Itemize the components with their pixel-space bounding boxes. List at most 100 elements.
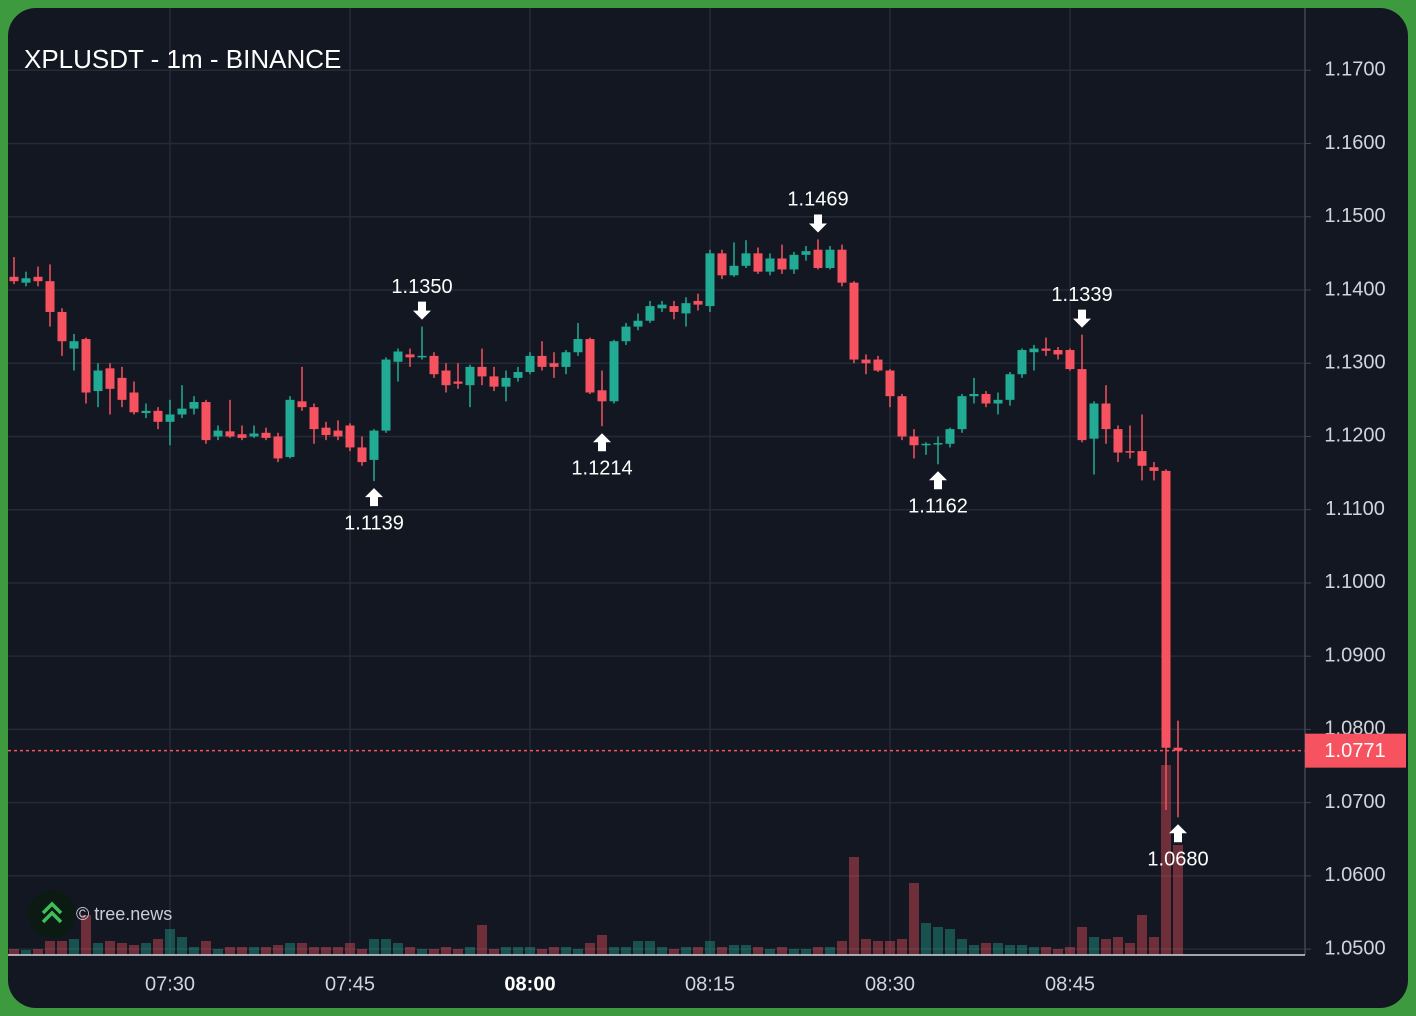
volume-bar (681, 947, 691, 955)
candle-body (153, 410, 163, 422)
volume-bar (9, 949, 19, 955)
volume-bar (153, 939, 163, 955)
volume-bar (477, 925, 487, 955)
volume-bar (609, 947, 619, 955)
candle-body (93, 370, 103, 392)
x-tick-label: 07:45 (325, 973, 375, 995)
volume-bar (621, 947, 631, 955)
y-tick-label: 1.1100 (1325, 498, 1385, 520)
candle-body (561, 352, 571, 367)
candle-body (657, 304, 667, 309)
volume-bar (549, 947, 559, 955)
volume-bar (753, 947, 763, 955)
candle-body (621, 326, 631, 342)
candle-layer (8, 239, 1305, 818)
x-tick-label: 08:45 (1045, 973, 1095, 995)
volume-bar (981, 943, 991, 955)
candle-body (585, 339, 595, 393)
volume-bar (561, 947, 571, 955)
candle-body (789, 254, 799, 270)
volume-bar (837, 941, 847, 955)
volume-bar (33, 949, 43, 955)
candle-body (165, 414, 175, 422)
candle-body (81, 339, 91, 393)
volume-bar (213, 949, 223, 955)
volume-bar (1041, 947, 1051, 955)
volume-bar (1161, 765, 1171, 955)
volume-bar (321, 947, 331, 955)
watermark: © tree.news (76, 904, 172, 924)
candle-body (717, 253, 727, 276)
volume-bar (525, 947, 535, 955)
annotation-arrow (809, 214, 827, 233)
axis-layer: 1.05001.06001.07001.08001.09001.10001.11… (145, 59, 1386, 996)
candle-body (813, 249, 823, 269)
candle-body (633, 320, 643, 327)
volume-bar (861, 939, 871, 955)
candle-body (909, 436, 919, 446)
y-tick-label: 1.1500 (1324, 205, 1385, 227)
candle-body (1173, 747, 1183, 751)
candle-body (1089, 403, 1099, 439)
candle-body (285, 399, 295, 457)
y-tick-label: 1.0700 (1324, 791, 1385, 813)
candle-body (1005, 374, 1015, 400)
volume-bar (81, 915, 91, 955)
candle-body (681, 303, 691, 314)
candle-body (393, 351, 403, 362)
y-tick-label: 1.1700 (1324, 59, 1385, 81)
volume-bar (177, 937, 187, 955)
volume-bar (933, 927, 943, 955)
candle-body (993, 399, 1003, 404)
candle-body (801, 251, 811, 255)
volume-bar (1101, 939, 1111, 955)
volume-bar (777, 947, 787, 955)
volume-bar (225, 947, 235, 955)
volume-bar (117, 943, 127, 955)
volume-bar (765, 949, 775, 955)
candle-body (321, 427, 331, 435)
volume-bar (657, 947, 667, 955)
candle-body (417, 355, 427, 358)
volume-bar (849, 857, 859, 955)
volume-bar (165, 929, 175, 955)
candle-body (21, 278, 31, 283)
annotation-arrow (365, 488, 383, 507)
annotation-label: 1.1339 (1051, 284, 1112, 306)
annotation-arrow (1169, 824, 1187, 843)
y-tick-label: 1.1300 (1324, 351, 1385, 373)
candle-body (573, 339, 583, 353)
y-tick-label: 1.1400 (1324, 278, 1385, 300)
volume-bar (705, 941, 715, 955)
candle-body (177, 408, 187, 415)
volume-bar (309, 947, 319, 955)
candle-body (525, 355, 535, 373)
volume-bar (333, 947, 343, 955)
candle-body (369, 430, 379, 460)
volume-bar (1125, 943, 1135, 955)
volume-layer (9, 765, 1183, 955)
x-tick-label: 07:30 (145, 973, 195, 995)
volume-bar (297, 943, 307, 955)
y-tick-label: 1.0500 (1324, 937, 1385, 959)
candle-body (105, 368, 115, 389)
volume-bar (1029, 947, 1039, 955)
candle-body (981, 393, 991, 404)
volume-bar (717, 947, 727, 955)
candle-body (741, 253, 751, 266)
candle-body (825, 249, 835, 269)
volume-bar (741, 945, 751, 955)
volume-bar (693, 947, 703, 955)
candle-body (669, 306, 679, 312)
annotation-label: 1.1139 (344, 512, 404, 534)
volume-bar (273, 945, 283, 955)
candle-body (129, 392, 139, 413)
candle-body (1125, 451, 1135, 453)
candle-body (609, 341, 619, 402)
volume-bar (465, 947, 475, 955)
candle-body (705, 253, 715, 307)
candle-body (1149, 467, 1159, 471)
volume-bar (789, 949, 799, 955)
volume-bar (285, 943, 295, 955)
